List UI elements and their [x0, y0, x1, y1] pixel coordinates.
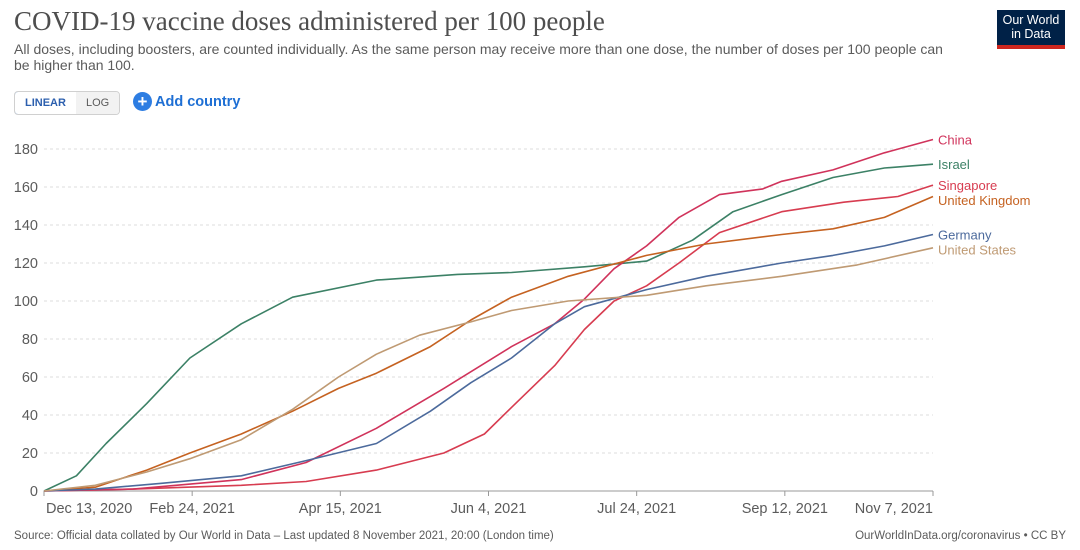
- x-tick-label: Nov 7, 2021: [855, 501, 933, 517]
- x-axis-ticks: Dec 13, 2020 Feb 24, 2021 Apr 15, 2021 Jun …: [43, 491, 934, 517]
- y-tick-label: 100: [14, 294, 38, 310]
- x-tick-label: Sep 12, 2021: [742, 501, 828, 517]
- series-line: [43, 138, 934, 492]
- x-tick-label: Jun 4, 2021: [451, 501, 527, 517]
- series-line: [43, 233, 934, 492]
- add-country-label: Add country: [155, 93, 241, 110]
- series-line: [43, 163, 934, 492]
- scale-toggle: LINEAR LOG: [14, 91, 121, 115]
- series-line: [43, 184, 934, 492]
- series-label: Germany: [938, 228, 992, 243]
- plus-icon: +: [133, 92, 152, 111]
- series-label: Israel: [938, 157, 970, 172]
- y-tick-label: 20: [22, 446, 38, 462]
- series-label: Singapore: [938, 178, 997, 193]
- logo-line-1: Our World: [1002, 13, 1060, 27]
- log-scale-button[interactable]: LOG: [75, 92, 120, 114]
- source-note: Source: Official data collated by Our Wo…: [14, 530, 554, 542]
- chart-series-lines: [43, 138, 934, 492]
- x-tick-label: Apr 15, 2021: [299, 501, 382, 517]
- credit-note[interactable]: OurWorldInData.org/coronavirus • CC BY: [855, 530, 1066, 542]
- x-tick-label: Dec 13, 2020: [46, 501, 132, 517]
- series-label: United States: [938, 243, 1017, 258]
- y-tick-label: 60: [22, 370, 38, 386]
- series-label: United Kingdom: [938, 193, 1031, 208]
- add-country-button[interactable]: + Add country: [133, 92, 240, 111]
- page-subtitle: All doses, including boosters, are count…: [14, 41, 943, 73]
- owid-logo[interactable]: Our World in Data: [997, 10, 1065, 49]
- series-label: China: [938, 133, 973, 148]
- y-tick-label: 160: [14, 180, 38, 196]
- y-tick-label: 80: [22, 332, 38, 348]
- y-tick-label: 0: [30, 484, 38, 500]
- series-line: [43, 195, 934, 492]
- chart-grid: [44, 148, 933, 492]
- y-tick-label: 180: [14, 142, 38, 158]
- x-tick-label: Jul 24, 2021: [597, 501, 676, 517]
- linear-scale-button[interactable]: LINEAR: [15, 92, 77, 114]
- y-tick-label: 140: [14, 218, 38, 234]
- x-tick-label: Feb 24, 2021: [149, 501, 234, 517]
- page-title: COVID-19 vaccine doses administered per …: [14, 6, 605, 36]
- series-line: [43, 247, 934, 492]
- y-tick-label: 120: [14, 256, 38, 272]
- y-axis-ticks: 0 20 40 60 80 100 120 140 160 180: [14, 142, 38, 500]
- y-tick-label: 40: [22, 408, 38, 424]
- logo-line-2: in Data: [1011, 27, 1051, 41]
